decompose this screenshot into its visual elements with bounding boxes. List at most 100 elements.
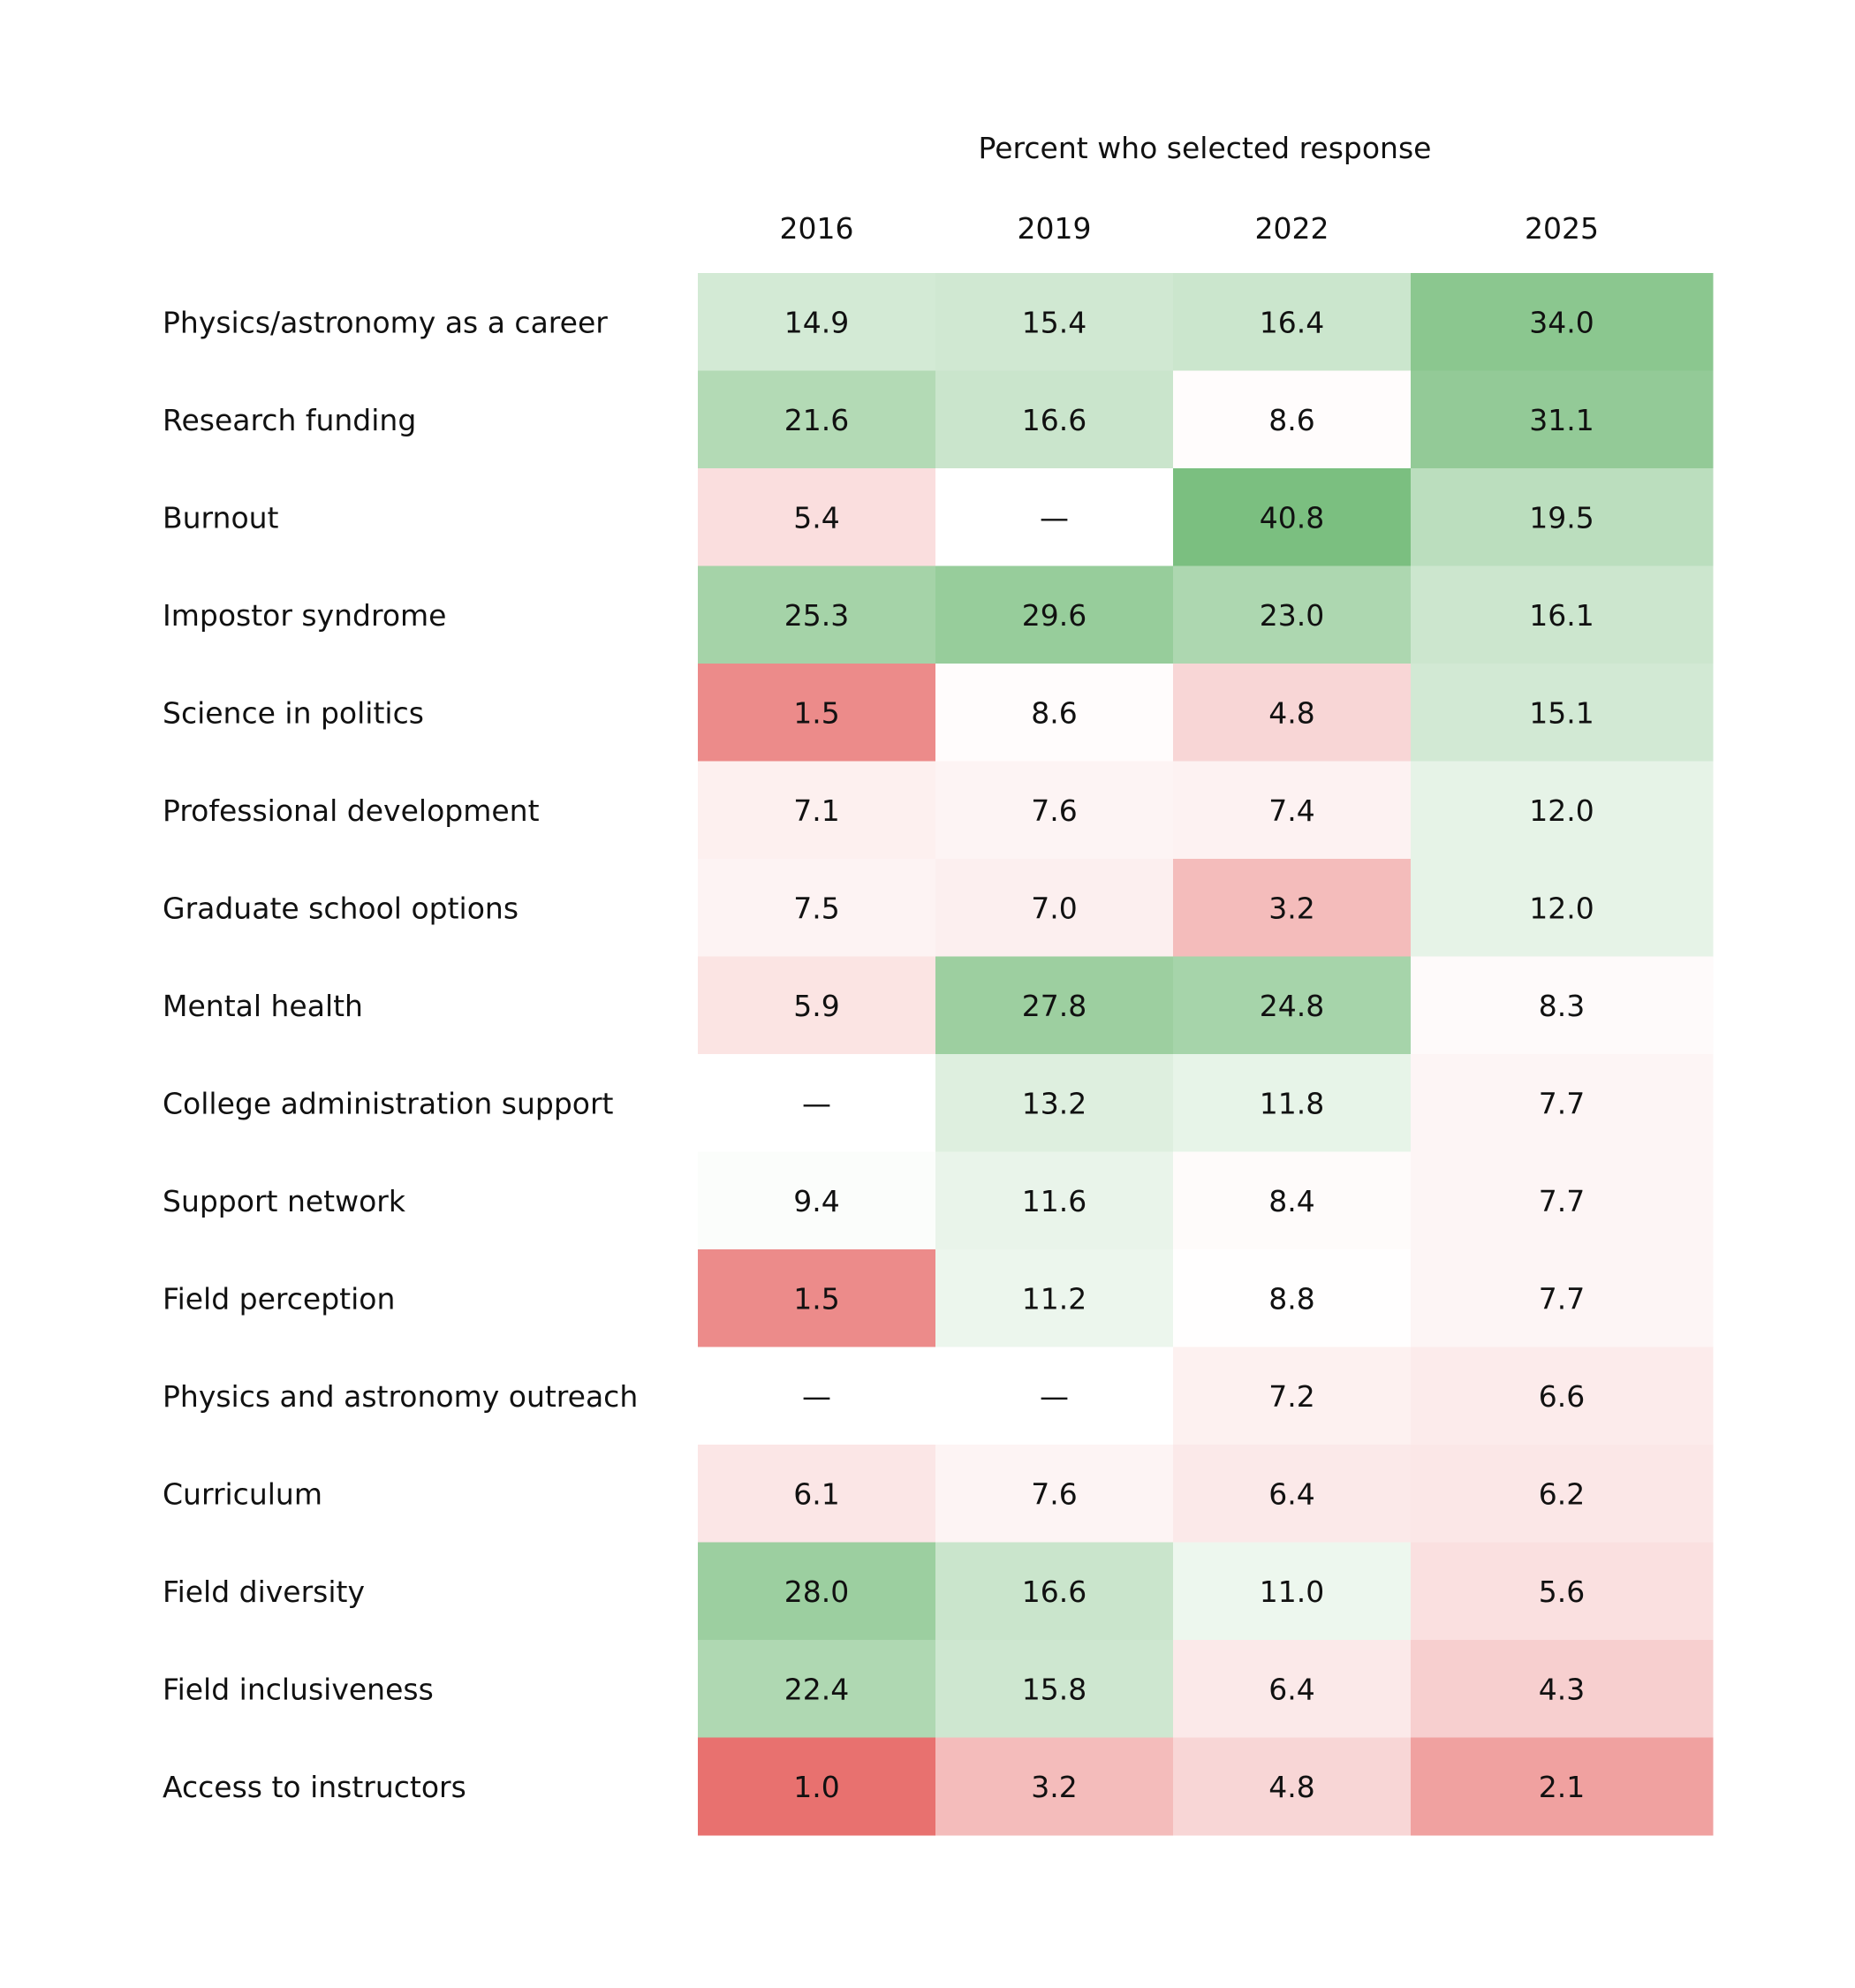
- column-label-2025: 2025: [1525, 211, 1599, 246]
- cell-value-label: 7.4: [1268, 793, 1314, 828]
- heatmap-cell: [698, 1640, 936, 1738]
- heatmap-cell: [698, 1054, 936, 1152]
- cell-value-label: 23.0: [1260, 598, 1324, 633]
- cell-value-label: 5.6: [1539, 1574, 1585, 1609]
- cell-value-label: 15.4: [1022, 305, 1086, 339]
- heatmap-cell: [698, 1249, 936, 1347]
- heatmap-cell: [1173, 468, 1412, 566]
- cell-value-label: 2.1: [1539, 1770, 1585, 1804]
- cell-value-label: 25.3: [784, 598, 849, 633]
- heatmap-cell: [935, 761, 1174, 860]
- heatmap-cell: [935, 956, 1174, 1055]
- heatmap-cell: [1173, 761, 1412, 860]
- heatmap-cell: [698, 1542, 936, 1641]
- cell-value-label: 11.6: [1022, 1184, 1086, 1218]
- heatmap-cell: [1411, 956, 1714, 1055]
- heatmap-cells: 14.9 15.4 16.4 34.0 21.6 16.6 8.6 31.1 5.4 — 40.8 1…: [698, 273, 1714, 1836]
- cell-value-label: 19.5: [1529, 500, 1594, 535]
- heatmap-cell: [1411, 1347, 1714, 1445]
- heatmap-cell: [698, 1445, 936, 1543]
- heatmap-cell: [1173, 1151, 1412, 1250]
- heatmap-cell: [1173, 1249, 1412, 1347]
- cell-value-label: 6.6: [1539, 1379, 1585, 1414]
- cell-value-label: 1.0: [793, 1770, 839, 1804]
- heatmap-cell: [698, 1347, 936, 1445]
- row-label: Science in politics: [163, 695, 424, 730]
- heatmap-cell: [1411, 370, 1714, 469]
- cell-value-label: 14.9: [784, 305, 849, 339]
- cell-value-label: 6.4: [1268, 1476, 1314, 1511]
- cell-value-label: 7.6: [1031, 793, 1077, 828]
- heatmap-cell: [935, 1347, 1174, 1445]
- heatmap-cell: [935, 370, 1174, 469]
- cell-value-label: 7.2: [1268, 1379, 1314, 1414]
- cell-value-label: 6.2: [1539, 1476, 1585, 1511]
- cell-value-label: 16.6: [1022, 403, 1086, 437]
- row-label: Mental health: [163, 989, 363, 1023]
- row-label: Field diversity: [163, 1574, 365, 1609]
- heatmap-cell: [1173, 1054, 1412, 1152]
- heatmap-cell: [935, 1640, 1174, 1738]
- column-label-2016: 2016: [780, 211, 854, 246]
- row-labels: Physics/astronomy as a career Research fu…: [163, 305, 638, 1804]
- heatmap-cell: [935, 1737, 1174, 1836]
- heatmap-cell: [935, 565, 1174, 664]
- heatmap-cell: [935, 1542, 1174, 1641]
- row-label: Research funding: [163, 403, 416, 437]
- heatmap-cell: [1411, 664, 1714, 762]
- row-label: Support network: [163, 1184, 406, 1218]
- row-label: Field inclusiveness: [163, 1672, 434, 1706]
- cell-value-label: 3.2: [1268, 891, 1314, 925]
- heatmap-cell: [698, 468, 936, 566]
- heatmap-cell: [698, 664, 936, 762]
- heatmap-cell: [1173, 273, 1412, 371]
- row-label: Access to instructors: [163, 1770, 466, 1804]
- heatmap-cell: [1411, 1151, 1714, 1250]
- cell-value-label: 7.0: [1031, 891, 1077, 925]
- cell-value-label: 12.0: [1529, 891, 1594, 925]
- row-label: Professional development: [163, 793, 540, 828]
- cell-value-label: 31.1: [1529, 403, 1594, 437]
- cell-value-label: 4.8: [1268, 695, 1314, 730]
- cell-value-label: 7.1: [793, 793, 839, 828]
- cell-value-label: 3.2: [1031, 1770, 1077, 1804]
- heatmap-cell: [1411, 1445, 1714, 1543]
- cell-value-label: 7.5: [793, 891, 839, 925]
- heatmap-cell: [935, 273, 1174, 371]
- heatmap-cell: [698, 761, 936, 860]
- heatmap-cell: [1173, 565, 1412, 664]
- cell-value-label: 9.4: [793, 1184, 839, 1218]
- row-label: Physics/astronomy as a career: [163, 305, 608, 339]
- cell-value-label: 15.8: [1022, 1672, 1086, 1706]
- cell-value-label: 24.8: [1260, 989, 1324, 1023]
- cell-value-label: —: [1040, 1379, 1069, 1414]
- chart-title: Percent who selected response: [979, 131, 1432, 165]
- cell-value-label: 12.0: [1529, 793, 1594, 828]
- heatmap-cell: [1411, 1249, 1714, 1347]
- cell-value-label: 8.4: [1268, 1184, 1314, 1218]
- row-label: Field perception: [163, 1281, 395, 1316]
- cell-value-label: 13.2: [1022, 1086, 1086, 1120]
- row-label: Curriculum: [163, 1476, 322, 1511]
- heatmap-cell: [698, 273, 936, 371]
- cell-value-label: 4.8: [1268, 1770, 1314, 1804]
- cell-value-label: 7.6: [1031, 1476, 1077, 1511]
- heatmap-cell: [698, 1151, 936, 1250]
- cell-value-label: 16.1: [1529, 598, 1594, 633]
- heatmap-cell: [1173, 664, 1412, 762]
- cell-value-label: 6.4: [1268, 1672, 1314, 1706]
- cell-value-label: 7.7: [1539, 1184, 1585, 1218]
- cell-value-label: 16.4: [1260, 305, 1324, 339]
- cell-value-label: —: [802, 1086, 831, 1120]
- cell-value-label: 22.4: [784, 1672, 849, 1706]
- column-headers: 2016 2019 2022 2025: [780, 211, 1599, 246]
- heatmap-cell: [1173, 859, 1412, 957]
- cell-value-label: 21.6: [784, 403, 849, 437]
- heatmap-cell: [935, 859, 1174, 957]
- cell-value-label: 8.6: [1268, 403, 1314, 437]
- cell-value-label: 11.2: [1022, 1281, 1086, 1316]
- cell-value-label: 1.5: [793, 695, 839, 730]
- row-label: Burnout: [163, 500, 279, 535]
- row-label: College administration support: [163, 1086, 614, 1120]
- cell-value-label: 11.8: [1260, 1086, 1324, 1120]
